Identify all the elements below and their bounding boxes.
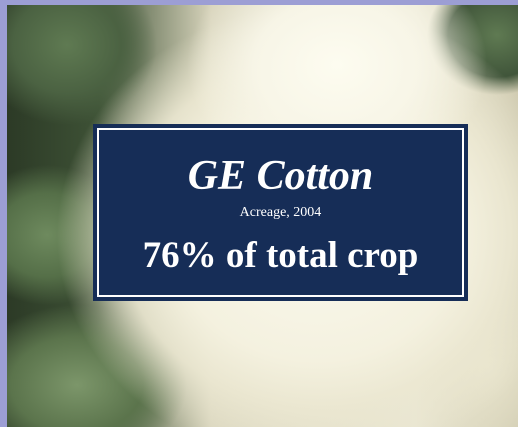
statement: 76% of total crop [142,235,419,276]
subtitle: Acreage, 2004 [239,205,322,220]
title-panel: GE Cotton Acreage, 2004 76% of total cro… [93,124,468,301]
panel-border [97,128,464,297]
title: GE Cotton [187,153,374,199]
